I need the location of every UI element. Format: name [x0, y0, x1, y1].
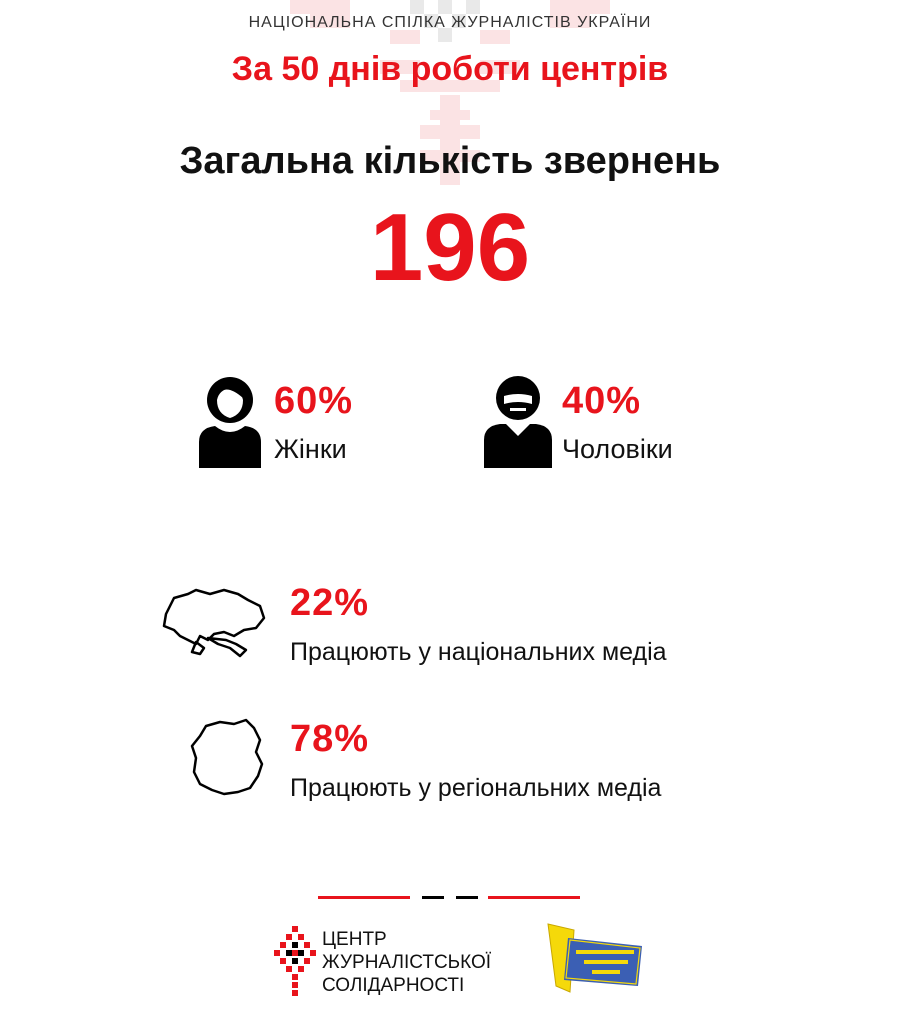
center-name-line-2: ЖУРНАЛІСТСЬКОЇ [322, 952, 492, 973]
woman-icon [199, 377, 261, 468]
organization-name: НАЦІОНАЛЬНА СПІЛКА ЖУРНАЛІСТІВ УКРАЇНИ [248, 14, 652, 31]
center-solidarity-logo-icon [274, 926, 316, 996]
nuju-logo [547, 923, 642, 993]
total-requests-heading: Загальна кількість звернень [179, 140, 721, 182]
embroidery-ornament [290, 0, 610, 185]
region-map-icon [190, 718, 264, 796]
men-label: Чоловіки [562, 434, 673, 464]
period-subtitle: За 50 днів роботи центрів [231, 50, 669, 88]
women-percent: 60% [274, 380, 354, 422]
center-name-line-1: ЦЕНТР [322, 929, 387, 950]
total-requests-value: 196 [369, 194, 531, 301]
man-icon [484, 376, 552, 468]
regional-media-percent: 78% [290, 718, 370, 760]
women-label: Жінки [274, 434, 347, 464]
national-media-label: Працюють у національних медіа [290, 638, 667, 666]
ukraine-map-icon [162, 588, 266, 658]
national-media-percent: 22% [290, 582, 370, 624]
men-percent: 40% [562, 380, 642, 422]
footer-divider [318, 896, 580, 899]
regional-media-label: Працюють у регіональних медіа [290, 774, 662, 802]
center-solidarity-name: ЦЕНТР ЖУРНАЛІСТСЬКОЇ СОЛІДАРНОСТІ [322, 928, 491, 997]
center-name-line-3: СОЛІДАРНОСТІ [322, 975, 465, 996]
